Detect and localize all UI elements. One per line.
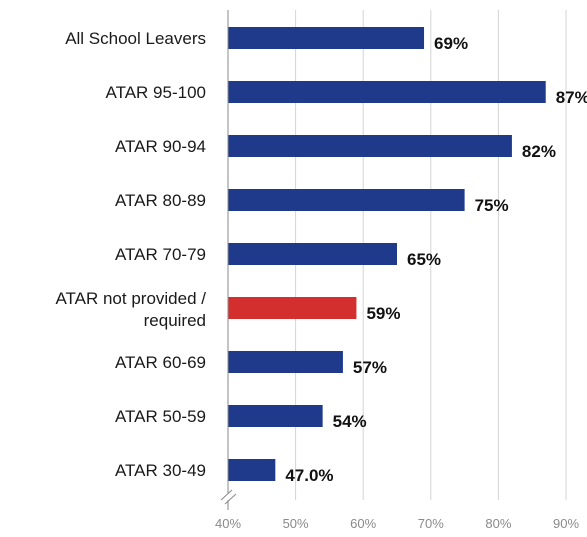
category-label: ATAR 95-100 [106,83,206,102]
category-label: ATAR 70-79 [115,245,206,264]
bar [228,135,512,157]
category-labels: All School Leavers ATAR 95-100 ATAR 90-94 A… [55,29,206,480]
category-label: ATAR not provided / required [55,289,206,330]
data-label: 82% [522,142,556,161]
category-label: ATAR 30-49 [115,461,206,480]
x-axis-ticks: 40% 50% 60% 70% 80% 90% [215,516,579,531]
data-label: 65% [407,250,441,269]
data-label: 87% [556,88,587,107]
data-label: 47.0% [285,466,333,485]
data-label: 75% [475,196,509,215]
bar [228,81,546,103]
x-tick-label: 60% [350,516,376,531]
bar [228,297,356,319]
category-label: ATAR 90-94 [115,137,206,156]
x-tick-label: 80% [485,516,511,531]
category-label: ATAR 50-59 [115,407,206,426]
bar [228,405,323,427]
bar [228,27,424,49]
data-label: 57% [353,358,387,377]
category-label: ATAR 60-69 [115,353,206,372]
bar [228,459,275,481]
data-label: 69% [434,34,468,53]
data-label: 59% [366,304,400,323]
x-tick-label: 50% [283,516,309,531]
x-tick-label: 90% [553,516,579,531]
x-tick-label: 70% [418,516,444,531]
data-label: 54% [333,412,367,431]
bar [228,351,343,373]
bar [228,243,397,265]
category-label: All School Leavers [65,29,206,48]
bar [228,189,465,211]
category-label: ATAR 80-89 [115,191,206,210]
x-tick-label: 40% [215,516,241,531]
